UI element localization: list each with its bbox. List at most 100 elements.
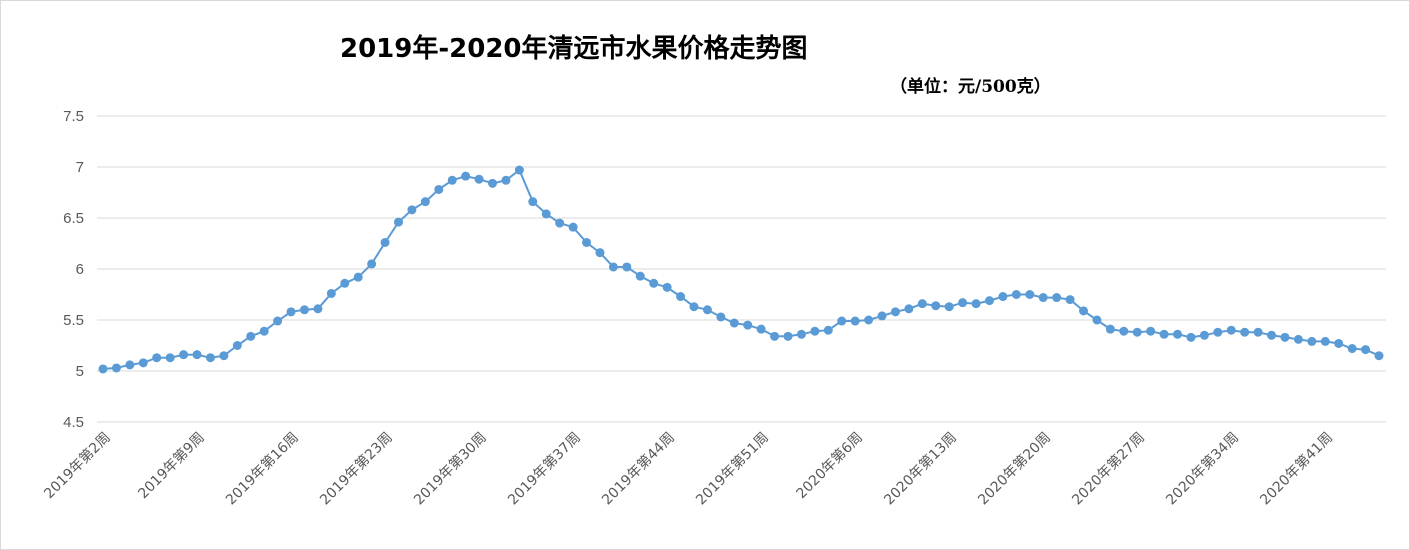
data-point <box>1092 315 1102 325</box>
data-point <box>890 307 900 317</box>
data-point <box>837 316 847 326</box>
data-point <box>313 304 323 314</box>
data-point <box>1132 327 1142 337</box>
data-point <box>1374 351 1384 361</box>
data-point <box>743 320 753 330</box>
y-tick-label: 7.5 <box>63 108 84 125</box>
x-tick-label: 2019年第44周 <box>598 429 678 509</box>
x-tick-label: 2020年第41周 <box>1257 429 1337 509</box>
data-point <box>232 341 242 350</box>
data-point <box>850 316 860 326</box>
data-point <box>1159 329 1169 339</box>
y-tick-label: 5 <box>76 363 84 380</box>
y-tick-label: 6.5 <box>63 210 84 227</box>
data-point <box>192 350 202 360</box>
data-point <box>286 307 296 317</box>
data-point <box>125 360 135 370</box>
x-tick-label: 2019年第9周 <box>135 429 208 502</box>
data-point <box>514 165 524 175</box>
data-point <box>326 288 336 298</box>
data-point <box>917 299 927 309</box>
data-point <box>555 218 565 228</box>
data-point <box>367 259 377 269</box>
data-point <box>783 331 793 341</box>
data-point <box>1361 345 1371 355</box>
data-point <box>1347 344 1357 354</box>
data-point <box>165 353 175 363</box>
data-point <box>864 315 874 325</box>
data-point <box>1105 324 1115 334</box>
data-point <box>259 326 269 336</box>
data-point <box>340 278 350 288</box>
x-tick-label: 2020年第27周 <box>1069 429 1149 509</box>
data-point <box>971 299 981 309</box>
data-point <box>998 292 1008 302</box>
data-point <box>152 353 162 363</box>
x-tick-label: 2019年第2周 <box>41 429 114 502</box>
data-point <box>662 282 672 292</box>
data-point <box>205 353 215 363</box>
x-tick-label: 2020年第6周 <box>793 429 866 502</box>
data-point <box>1240 327 1250 337</box>
data-point <box>447 175 457 185</box>
data-point <box>461 171 471 181</box>
data-point <box>984 296 994 306</box>
data-point <box>608 262 618 272</box>
data-point <box>582 237 592 247</box>
data-point <box>1280 332 1290 342</box>
data-point <box>635 271 645 281</box>
data-point <box>877 311 887 321</box>
x-tick-label: 2020年第20周 <box>975 429 1055 509</box>
x-axis-ticks: 2019年第2周 2019年第9周 2019年第16周 2019年第23周 2019年第… <box>41 429 1336 509</box>
gridlines <box>97 115 1386 423</box>
data-point <box>501 175 511 185</box>
data-point <box>1038 293 1048 303</box>
x-tick-label: 2019年第16周 <box>222 429 302 509</box>
data-point <box>1011 290 1021 299</box>
data-point <box>1267 330 1277 340</box>
data-point <box>649 278 659 288</box>
data-point <box>1293 334 1303 344</box>
data-point <box>689 302 699 312</box>
x-tick-label: 2019年第37周 <box>504 429 584 509</box>
data-point <box>273 316 283 326</box>
data-point <box>756 324 766 334</box>
data-point <box>246 331 256 341</box>
data-point <box>1199 330 1209 340</box>
data-point <box>1065 295 1075 305</box>
y-tick-label: 7 <box>76 159 84 176</box>
data-point <box>796 329 806 339</box>
data-point <box>98 364 108 374</box>
data-point <box>595 248 605 258</box>
data-point <box>299 305 309 315</box>
data-point <box>716 312 726 322</box>
x-tick-label: 2019年第30周 <box>410 429 490 509</box>
data-point <box>1052 293 1062 303</box>
data-point <box>111 363 121 373</box>
data-point <box>702 305 712 315</box>
data-point <box>179 350 189 360</box>
y-tick-label: 6 <box>76 261 84 278</box>
data-point <box>1173 329 1183 339</box>
data-point <box>1186 332 1196 342</box>
series-price <box>98 165 1384 374</box>
data-point <box>528 197 538 207</box>
data-point <box>474 174 484 184</box>
data-point <box>1307 336 1317 346</box>
x-tick-label: 2019年第51周 <box>692 429 772 509</box>
data-point <box>1025 290 1035 299</box>
data-point <box>380 237 390 247</box>
data-point <box>810 326 820 336</box>
x-tick-label: 2020年第13周 <box>881 429 961 509</box>
data-point <box>541 209 551 219</box>
data-point <box>944 302 954 312</box>
data-point <box>1334 338 1344 348</box>
y-tick-label: 4.5 <box>63 414 84 431</box>
data-point <box>138 358 148 368</box>
data-point <box>353 272 363 282</box>
data-point <box>407 205 417 215</box>
data-point <box>622 262 632 272</box>
data-point <box>823 325 833 335</box>
